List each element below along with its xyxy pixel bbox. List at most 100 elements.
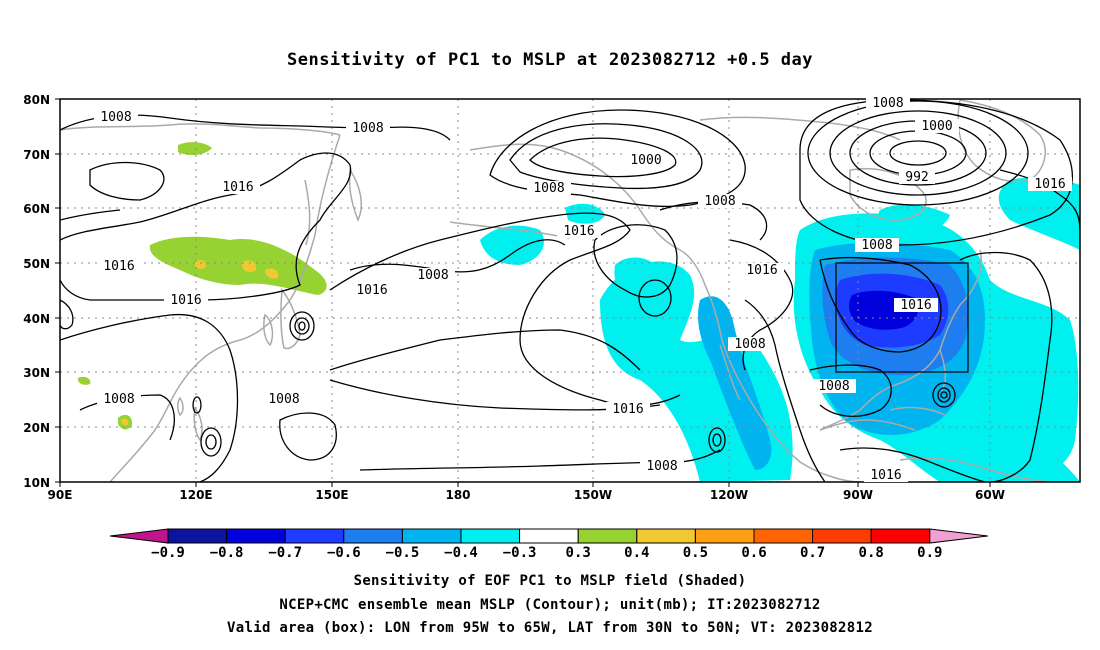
colorbar-label: −0.7 bbox=[268, 545, 302, 561]
lon-labels: 90E 120E 150E 180 150W 120W 90W 60W bbox=[48, 488, 1005, 502]
lat-label: 10N bbox=[23, 476, 50, 490]
coast-aleutians bbox=[449, 221, 571, 239]
contour-1016-npac bbox=[329, 212, 681, 407]
colorbar-swatch bbox=[343, 528, 403, 544]
contour-label: 1008 bbox=[861, 238, 892, 253]
contour-label-group: 1016 bbox=[97, 259, 141, 274]
contour-label: 1000 bbox=[921, 119, 952, 134]
contour-1008-china bbox=[60, 209, 121, 221]
lat-label: 40N bbox=[23, 312, 50, 326]
coast-canada-arctic bbox=[699, 116, 901, 141]
contour-label-group: 1000 bbox=[624, 153, 668, 168]
lat-label: 70N bbox=[23, 148, 50, 162]
contour-low-atlantic-2 bbox=[937, 387, 951, 403]
contour-label-group: 1008 bbox=[812, 379, 856, 394]
contour-low-phil bbox=[192, 396, 202, 414]
colorbar-label: 0.5 bbox=[683, 545, 708, 561]
contour-1016-bermuda bbox=[959, 251, 1053, 482]
contour-label: 1008 bbox=[646, 459, 677, 474]
contour-label: 1016 bbox=[222, 180, 253, 195]
coast-sakhalin bbox=[304, 179, 311, 246]
contour-1016-asia bbox=[60, 152, 352, 301]
lon-label: 90W bbox=[843, 488, 873, 502]
contour-low-greenland-5 bbox=[889, 140, 947, 166]
contour-low-atlantic-3 bbox=[940, 391, 948, 399]
contour-label-group: 1008 bbox=[262, 392, 306, 407]
contour-label: 1008 bbox=[100, 110, 131, 125]
coast-korea bbox=[263, 313, 274, 347]
contour-low-typhoon-2 bbox=[294, 317, 310, 335]
contour-label: 1016 bbox=[1034, 177, 1065, 192]
contour-low-scs-2 bbox=[205, 434, 217, 450]
colorbar-label: 0.9 bbox=[917, 545, 942, 561]
colorbar-swatch bbox=[167, 528, 228, 544]
contour-label-group: 1016 bbox=[216, 180, 260, 195]
contour-1000-aleutian bbox=[509, 123, 703, 190]
contour-label-group: 1008 bbox=[527, 181, 571, 196]
contour-label-group: 1016 bbox=[606, 402, 650, 417]
contour-labels: 1008 1008 1008 1000 1000 992 1016 1016 1… bbox=[94, 96, 1072, 483]
colorbar-swatch bbox=[460, 528, 521, 544]
coast-philippines bbox=[193, 406, 203, 442]
contour-low-scs-1 bbox=[200, 427, 222, 457]
colorbar-label: −0.8 bbox=[210, 545, 244, 561]
contour-1016-atlantic bbox=[999, 169, 1080, 231]
colorbar-swatch bbox=[870, 528, 931, 544]
colorbar-swatch bbox=[577, 528, 638, 544]
contour-low-atlantic-1 bbox=[932, 382, 956, 408]
shade-cyan-greenland bbox=[878, 204, 950, 233]
lon-label: 150E bbox=[315, 488, 348, 502]
contour-label: 992 bbox=[905, 170, 928, 185]
coast-na-west bbox=[704, 284, 861, 482]
colorbar-label: −0.5 bbox=[386, 545, 420, 561]
coast-taiwan bbox=[177, 396, 184, 417]
contour-label: 1008 bbox=[268, 392, 299, 407]
colorbar-label: 0.8 bbox=[859, 545, 884, 561]
contour-1008-carib bbox=[839, 447, 986, 482]
colorbar-swatch bbox=[636, 528, 696, 544]
colorbar-label: 0.7 bbox=[800, 545, 825, 561]
contour-label: 1008 bbox=[352, 121, 383, 136]
shade-cyan-natlantic bbox=[998, 177, 1080, 250]
colorbar-low-arrow bbox=[109, 528, 169, 544]
contour-label-group: 1000 bbox=[915, 119, 959, 134]
contour-1008-nam-west bbox=[744, 299, 826, 482]
contour-low-greenland-4 bbox=[869, 130, 967, 176]
contour-low-greenland-2 bbox=[829, 110, 1007, 196]
contour-label: 1016 bbox=[900, 298, 931, 313]
contour-label: 1016 bbox=[170, 293, 201, 308]
contour-label: 1008 bbox=[818, 379, 849, 394]
contour-1016-ne-us bbox=[819, 256, 942, 353]
colorbar-swatch bbox=[284, 528, 345, 544]
contour-label-group: 1008 bbox=[728, 337, 772, 352]
shade-yellow-asia-2 bbox=[242, 260, 257, 273]
colorbar-label: 0.3 bbox=[566, 545, 591, 561]
coast-asia-east bbox=[109, 134, 341, 482]
contour-low-epac-2 bbox=[712, 433, 722, 447]
contour-low-typhoon-1 bbox=[289, 311, 315, 341]
colorbar-swatch bbox=[812, 528, 872, 544]
lat-label: 30N bbox=[23, 366, 50, 380]
contour-label-group: 1008 bbox=[94, 110, 138, 125]
caption-line-1: Sensitivity of EOF PC1 to MSLP field (Sh… bbox=[353, 573, 747, 589]
contour-label-group: 1008 bbox=[411, 268, 455, 283]
coast-gulf bbox=[819, 419, 916, 431]
contour-label-group: 1016 bbox=[350, 283, 394, 298]
contour-label: 1016 bbox=[563, 224, 594, 239]
contour-label: 1000 bbox=[630, 153, 661, 168]
contour-1008-aleutian bbox=[489, 109, 746, 208]
colorbar-swatch bbox=[401, 528, 462, 544]
contour-1008-alaska bbox=[659, 201, 768, 241]
contour-label: 1008 bbox=[103, 392, 134, 407]
shade-cyan-cpacific bbox=[480, 225, 544, 265]
shade-cyan-caribbean bbox=[942, 426, 1080, 482]
contour-label-group: 1016 bbox=[1028, 177, 1072, 192]
lon-label: 120W bbox=[710, 488, 748, 502]
colorbar-label: −0.4 bbox=[444, 545, 478, 561]
contour-label: 1016 bbox=[870, 468, 901, 483]
colorbar-swatch bbox=[694, 528, 755, 544]
contour-1008-india bbox=[60, 299, 74, 330]
contour-label-group: 1008 bbox=[855, 238, 899, 253]
colorbar-label: −0.6 bbox=[327, 545, 361, 561]
